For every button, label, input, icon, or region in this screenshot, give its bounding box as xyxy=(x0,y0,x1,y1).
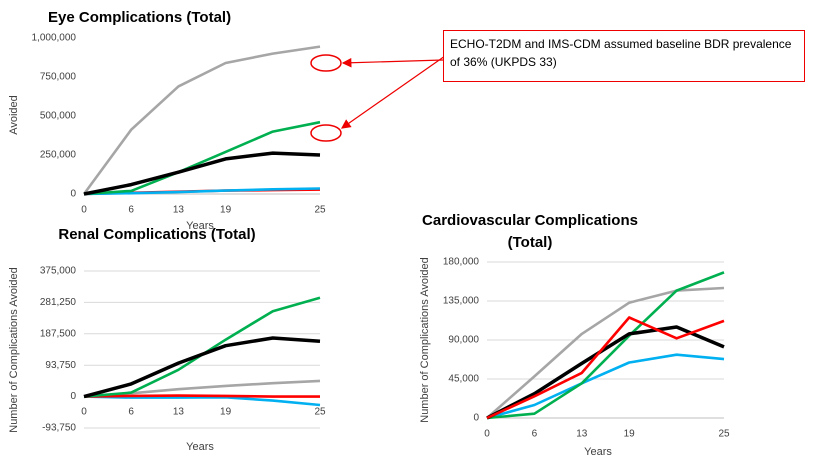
x-tick-label: 25 xyxy=(314,407,326,418)
line-series xyxy=(486,325,725,420)
y-tick-label: 0 xyxy=(70,189,76,200)
y-tick-label: 135,000 xyxy=(443,296,480,307)
y-axis-title: Number of Complications Avoided xyxy=(419,257,431,423)
x-tick-label: 13 xyxy=(173,407,185,418)
line-series xyxy=(486,286,725,419)
highlight-ellipse xyxy=(310,124,342,142)
y-tick-label: 750,000 xyxy=(40,72,77,83)
y-tick-label: -93,750 xyxy=(42,423,76,434)
arrow xyxy=(341,57,444,68)
x-tick-label: 19 xyxy=(624,429,636,440)
line-series xyxy=(83,336,321,399)
y-tick-label: 0 xyxy=(70,391,76,402)
y-axis-title: Number of Complications Avoided xyxy=(8,267,20,433)
x-tick-label: 6 xyxy=(128,205,134,216)
chart-title-box: Cardiovascular Complications (Total) xyxy=(422,212,638,251)
highlight-ellipse xyxy=(310,54,342,72)
y-tick-label: 250,000 xyxy=(40,150,77,161)
arrow xyxy=(341,55,446,129)
y-axis-title: Avoided xyxy=(8,95,20,135)
x-tick-label: 0 xyxy=(81,205,87,216)
y-tick-label: 187,500 xyxy=(40,328,77,339)
line-series xyxy=(486,316,725,420)
line-series xyxy=(82,45,321,195)
line-series xyxy=(83,395,321,407)
x-tick-label: 19 xyxy=(220,205,232,216)
chart-title: Eye Complications (Total) xyxy=(48,9,231,26)
x-tick-label: 13 xyxy=(173,205,185,216)
line-series xyxy=(83,151,321,196)
line-series xyxy=(83,187,321,196)
y-tick-label: 90,000 xyxy=(448,335,479,346)
chart-title: Cardiovascular Complications (Total) xyxy=(422,212,638,251)
y-tick-label: 180,000 xyxy=(443,257,480,268)
x-tick-label: 19 xyxy=(220,407,232,418)
y-tick-label: 0 xyxy=(473,413,479,424)
x-axis-title: Years xyxy=(186,220,214,232)
chart-title: Renal Complications (Total) xyxy=(58,226,255,243)
x-tick-label: 25 xyxy=(314,205,326,216)
y-tick-label: 375,000 xyxy=(40,266,77,277)
y-tick-label: 1,000,000 xyxy=(32,33,77,44)
line-series xyxy=(486,353,725,420)
y-tick-label: 500,000 xyxy=(40,111,77,122)
x-tick-label: 0 xyxy=(81,407,87,418)
x-axis-title: Years xyxy=(584,446,612,458)
line-series xyxy=(83,120,321,196)
line-series xyxy=(486,271,725,420)
x-axis-title: Years xyxy=(186,441,214,453)
y-tick-label: 93,750 xyxy=(45,360,76,371)
line-series xyxy=(83,394,320,398)
annotation-box: ECHO-T2DM and IMS-CDM assumed baseline B… xyxy=(443,30,805,82)
x-tick-label: 6 xyxy=(128,407,134,418)
y-tick-label: 281,250 xyxy=(40,297,77,308)
x-tick-label: 13 xyxy=(576,429,588,440)
x-tick-label: 25 xyxy=(718,429,730,440)
annotation: ECHO-T2DM and IMS-CDM assumed baseline B… xyxy=(443,30,805,82)
y-tick-label: 45,000 xyxy=(448,374,479,385)
x-tick-label: 0 xyxy=(484,429,490,440)
x-tick-label: 6 xyxy=(532,429,538,440)
